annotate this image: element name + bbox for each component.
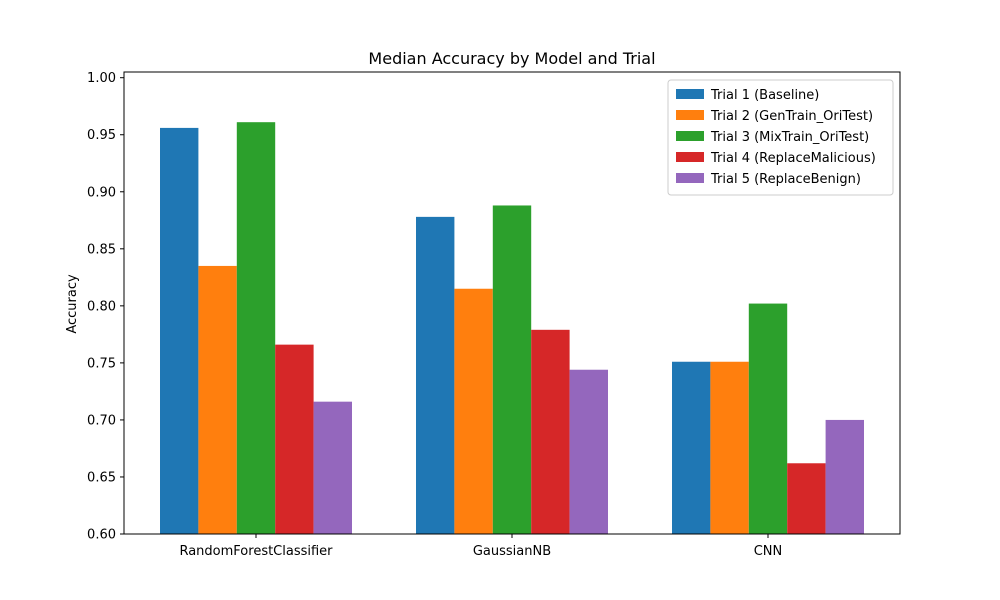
- legend-label: Trial 2 (GenTrain_OriTest): [710, 109, 873, 124]
- y-tick-label: 0.75: [87, 356, 116, 371]
- bar-2-cnn: [710, 361, 749, 534]
- x-tick-label: CNN: [754, 544, 783, 559]
- legend-swatch: [676, 89, 704, 99]
- legend-swatch: [676, 131, 704, 141]
- y-tick-label: 0.90: [87, 185, 116, 200]
- legend-swatch: [676, 110, 704, 120]
- bar-2-gaussiannb: [454, 288, 493, 534]
- bar-3-gaussiannb: [492, 205, 532, 534]
- bar-1-cnn: [672, 361, 711, 534]
- legend-label: Trial 4 (ReplaceMalicious): [710, 151, 876, 166]
- plot-frame: [123, 71, 901, 535]
- y-tick-label: 1.00: [87, 71, 116, 86]
- bar-3-randomforestclassifier: [236, 122, 276, 534]
- x-ticks-group: RandomForestClassifier GaussianNB CNN: [179, 534, 782, 559]
- bar-4-randomforestclassifier: [275, 344, 314, 534]
- y-tick-label: 0.65: [87, 470, 116, 485]
- y-tick-label: 0.70: [87, 413, 116, 428]
- legend-label: Trial 1 (Baseline): [710, 88, 819, 103]
- y-tick-label: 0.80: [87, 299, 116, 314]
- legend-swatch: [676, 152, 704, 162]
- legend-box: [667, 79, 894, 196]
- legend-label: Trial 3 (MixTrain_OriTest): [710, 130, 869, 145]
- y-ticks-group: 0.60 0.65 0.70 0.75 0.80 0.85 0.90 0.95 1.00: [87, 71, 124, 543]
- bar-5-gaussiannb: [569, 369, 608, 534]
- bar-4-gaussiannb: [531, 329, 570, 534]
- legend-swatch: [676, 173, 704, 183]
- y-tick-label: 0.95: [87, 128, 116, 143]
- legend: Trial 1 (Baseline) Trial 2 (GenTrain_OriT…: [667, 79, 894, 196]
- bar-1-gaussiannb: [416, 216, 455, 534]
- bar-1-randomforestclassifier: [160, 127, 199, 535]
- x-tick-label: RandomForestClassifier: [179, 544, 333, 559]
- bars-group: [160, 122, 864, 535]
- bar-5-cnn: [825, 419, 864, 534]
- y-tick-label: 0.60: [87, 528, 116, 543]
- bar-2-randomforestclassifier: [198, 265, 237, 534]
- legend-label: Trial 5 (ReplaceBenign): [710, 172, 861, 187]
- x-tick-label: GaussianNB: [473, 544, 551, 559]
- bar-5-randomforestclassifier: [313, 401, 352, 534]
- y-axis-label: Accuracy: [65, 274, 80, 334]
- chart-title: Median Accuracy by Model and Trial: [368, 49, 655, 68]
- bar-4-cnn: [787, 463, 826, 534]
- bar-3-cnn: [748, 303, 788, 534]
- y-tick-label: 0.85: [87, 242, 116, 257]
